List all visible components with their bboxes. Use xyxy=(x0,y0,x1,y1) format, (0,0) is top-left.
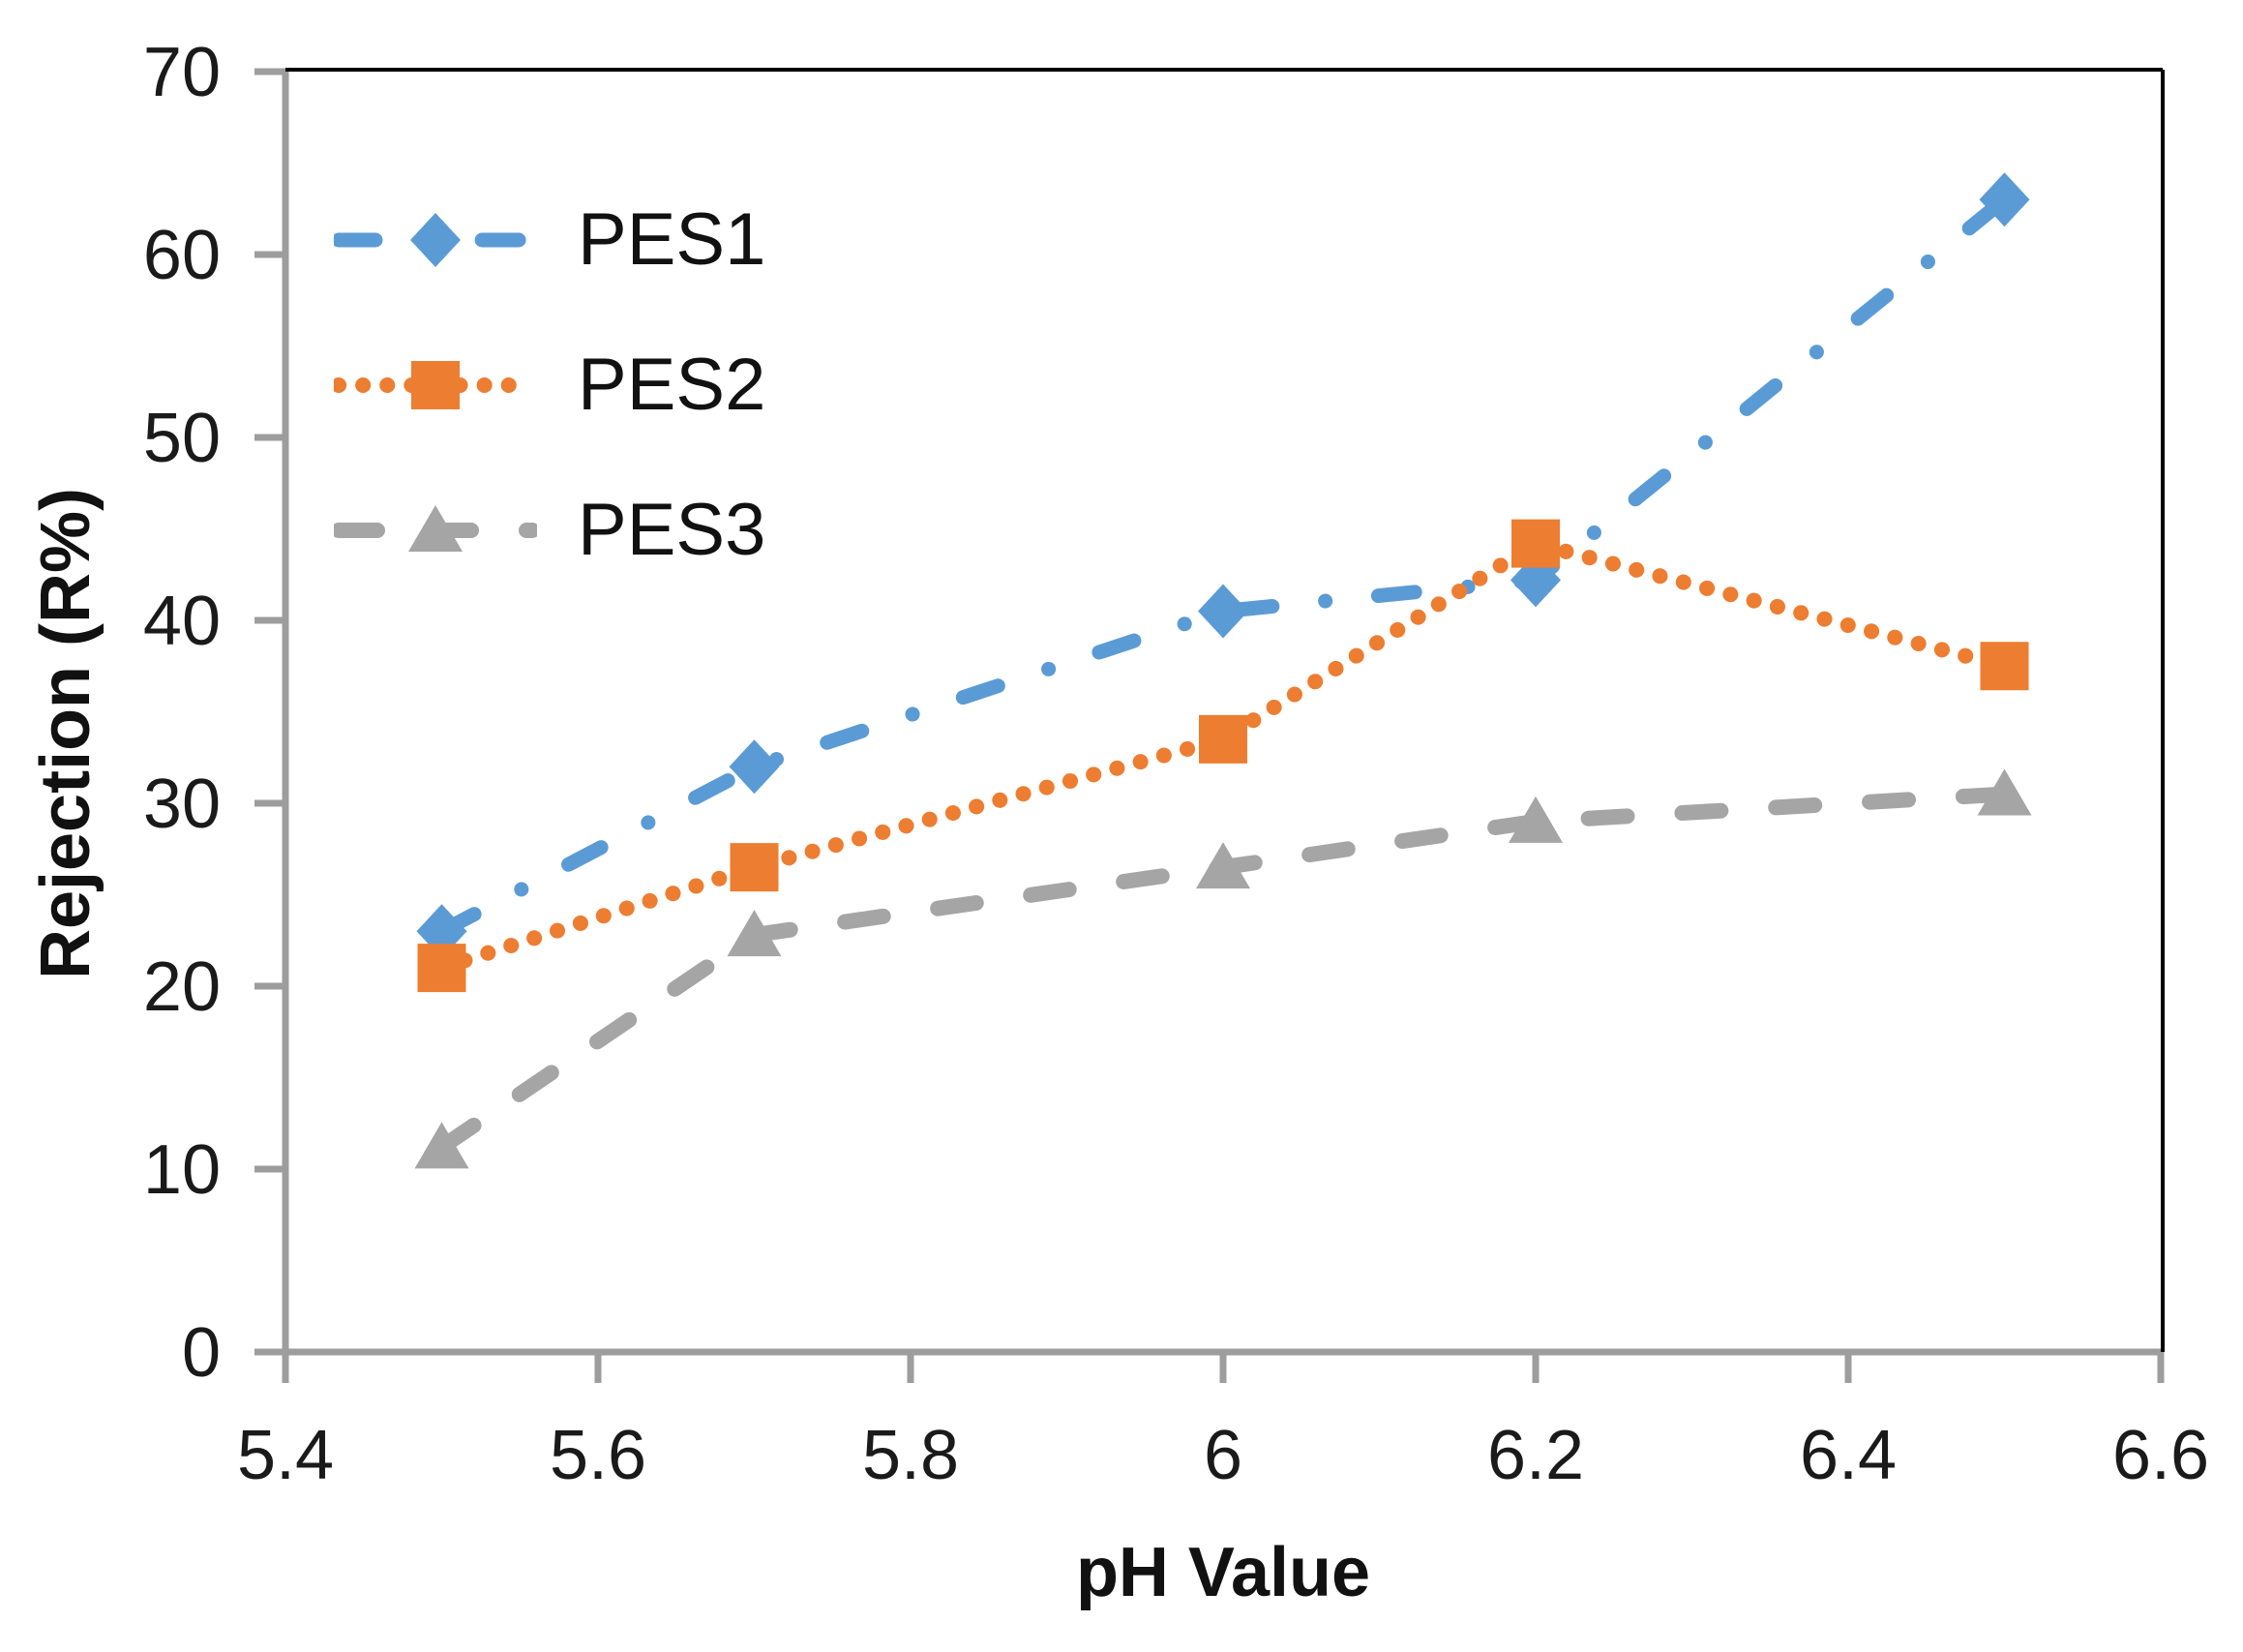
data-point-pes1 xyxy=(1198,584,1248,639)
series-line-pes2 xyxy=(434,535,2013,976)
data-point-pes3 xyxy=(1509,796,1563,843)
data-point-pes1 xyxy=(1979,172,2030,227)
legend-item-pes3: PES3 xyxy=(334,458,765,603)
data-point-pes2 xyxy=(1511,519,1560,568)
x-tick-label: 5.8 xyxy=(862,1417,959,1494)
x-tick-label: 6.4 xyxy=(1800,1417,1897,1494)
y-tick-label: 70 xyxy=(143,34,221,111)
legend-sample-marker xyxy=(410,213,461,267)
data-point-pes2 xyxy=(1199,714,1247,764)
legend-sample-line-icon xyxy=(334,505,537,552)
legend-sample-marker xyxy=(408,505,463,552)
y-tick-label: 50 xyxy=(143,400,221,477)
data-point-pes3 xyxy=(727,910,782,957)
legend: PES1 PES2 PES3 xyxy=(334,167,765,603)
data-point-pes2 xyxy=(1980,642,2029,691)
data-point-pes3 xyxy=(1196,842,1250,889)
legend-sample-marker xyxy=(411,361,460,409)
x-axis-title: pH Value xyxy=(1075,1534,1371,1611)
legend-label: PES3 xyxy=(578,489,766,571)
y-tick-label: 40 xyxy=(143,583,221,660)
series-line-pes1 xyxy=(434,192,2012,939)
y-tick-label: 10 xyxy=(143,1131,221,1209)
data-point-pes1 xyxy=(729,739,780,795)
legend-label: PES2 xyxy=(578,344,766,426)
y-tick-label: 20 xyxy=(143,948,221,1026)
y-tick-label: 0 xyxy=(182,1314,221,1392)
data-point-pes2 xyxy=(730,843,779,892)
x-tick-label: 6.6 xyxy=(2112,1417,2209,1494)
legend-sample-line-icon xyxy=(334,361,537,409)
legend-sample-line-icon xyxy=(334,213,537,267)
x-tick-label: 6.2 xyxy=(1487,1417,1584,1494)
x-tick-label: 5.6 xyxy=(550,1417,646,1494)
y-tick-label: 30 xyxy=(143,766,221,843)
legend-item-pes2: PES2 xyxy=(334,313,765,458)
x-tick-label: 5.4 xyxy=(237,1417,334,1494)
legend-item-pes1: PES1 xyxy=(334,167,765,313)
y-tick-label: 60 xyxy=(143,217,221,294)
data-point-pes2 xyxy=(417,944,466,993)
data-point-pes3 xyxy=(1977,768,2032,816)
x-tick-label: 6 xyxy=(1204,1417,1242,1494)
legend-label: PES1 xyxy=(578,198,766,281)
y-axis-title: Rejection (R%) xyxy=(27,487,105,980)
data-point-pes3 xyxy=(414,1122,469,1169)
